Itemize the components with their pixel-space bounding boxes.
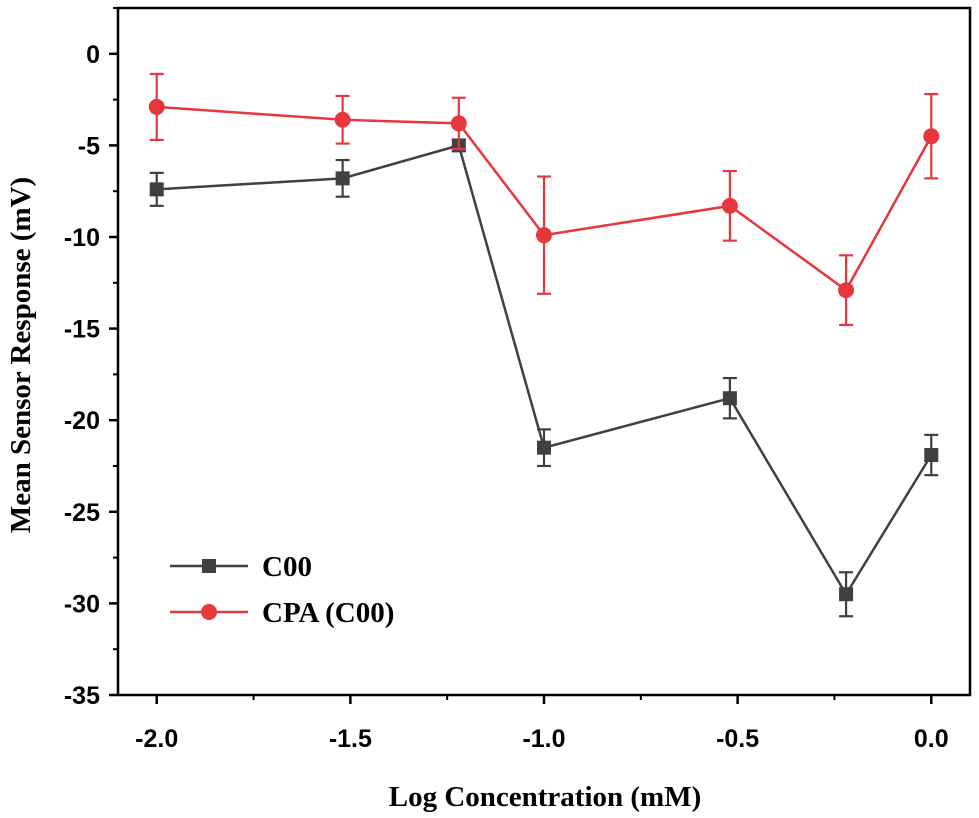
x-axis-title: Log Concentration (mM)	[389, 781, 702, 813]
x-tick-label: 0.0	[914, 725, 949, 753]
data-point	[537, 440, 551, 455]
y-tick-label: -10	[64, 224, 100, 252]
data-point	[148, 98, 165, 115]
series-cpa-c00	[148, 72, 940, 327]
legend-label: C00	[262, 551, 312, 583]
legend: C00 CPA (C00)	[170, 551, 394, 629]
legend-item: C00	[170, 551, 312, 583]
series-layer	[148, 72, 940, 618]
data-point	[721, 197, 738, 214]
legend-marker	[202, 559, 216, 573]
data-point	[335, 171, 350, 186]
x-tick-label: -2.0	[135, 725, 178, 753]
x-tick-label: -0.5	[716, 725, 759, 753]
series-c00	[149, 138, 939, 618]
data-point	[722, 391, 737, 406]
data-point	[334, 111, 351, 128]
y-tick-label: 0	[86, 41, 100, 69]
x-tick-label: -1.0	[522, 725, 565, 753]
data-point	[839, 587, 854, 602]
data-point	[536, 227, 552, 244]
data-point	[923, 128, 940, 145]
data-point	[450, 115, 467, 132]
data-point	[149, 182, 164, 197]
legend-marker	[201, 604, 217, 620]
data-point	[924, 448, 939, 463]
y-tick-label: -15	[64, 316, 100, 344]
legend-label: CPA (C00)	[262, 597, 394, 629]
x-tick-label: -1.5	[329, 725, 372, 753]
y-tick-label: -5	[78, 132, 100, 160]
y-axis-title: Mean Sensor Response (mV)	[5, 177, 37, 533]
legend-item: CPA (C00)	[170, 597, 394, 629]
axis-ticks	[109, 7, 933, 704]
y-tick-label: -25	[64, 499, 100, 527]
y-tick-label: -20	[64, 407, 100, 435]
y-tick-label: -35	[64, 682, 100, 710]
axis-tick-labels: -2.0 -1.5 -1.0 -0.5 0.0 0 -5 -10 -15 -20 -25 -30 -35	[64, 41, 949, 753]
data-point	[838, 282, 855, 299]
y-tick-label: -30	[64, 590, 100, 618]
